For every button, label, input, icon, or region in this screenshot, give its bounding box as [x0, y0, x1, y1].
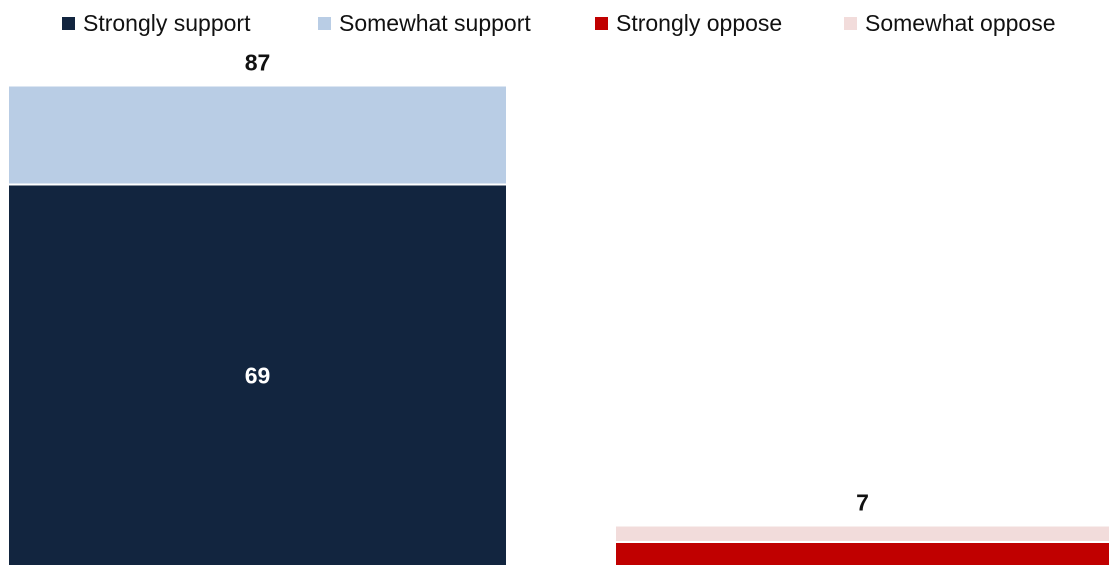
legend-label-strongly-oppose: Strongly oppose: [616, 9, 783, 36]
legend-item-somewhat-oppose: Somewhat oppose: [844, 6, 1056, 40]
legend-label-strongly-support: Strongly support: [83, 9, 251, 36]
legend-label-somewhat-oppose: Somewhat oppose: [865, 9, 1056, 36]
bar-total-label: 87: [245, 50, 271, 76]
bar-segment-strongly-support: [9, 185, 506, 565]
bar-total-label: 7: [856, 490, 869, 516]
legend-item-somewhat-support: Somewhat support: [318, 6, 531, 40]
bar-segment-strongly-oppose: [616, 543, 1109, 565]
legend-item-strongly-support: Strongly support: [62, 6, 250, 40]
legend-swatch-strongly-oppose: [595, 16, 608, 30]
bar-segment-somewhat-support: [9, 86, 506, 184]
bar-segment-somewhat-oppose: [616, 526, 1109, 541]
chart-legend: Strongly support Somewhat support Strong…: [0, 6, 1109, 40]
legend-label-somewhat-support: Somewhat support: [339, 9, 531, 36]
legend-swatch-somewhat-oppose: [844, 16, 857, 30]
legend-swatch-strongly-support: [62, 16, 75, 30]
segment-value-label: 69: [245, 362, 271, 388]
legend-swatch-somewhat-support: [318, 16, 331, 30]
legend-item-strongly-oppose: Strongly oppose: [595, 6, 782, 40]
